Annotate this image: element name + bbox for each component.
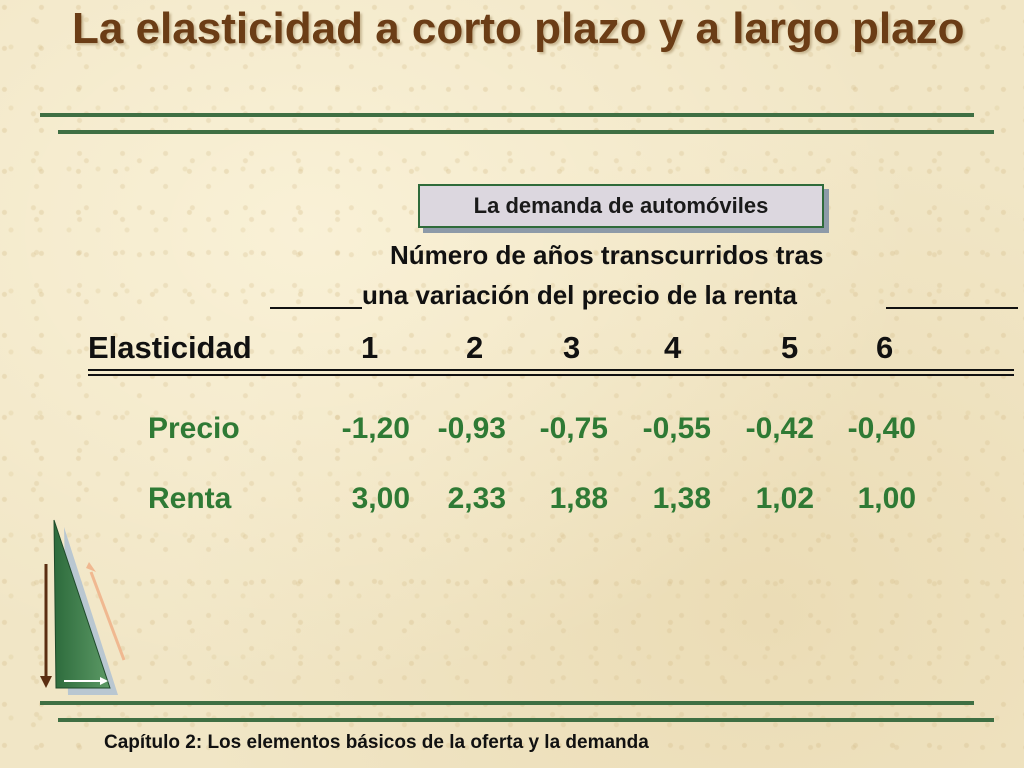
elasticity-header: Elasticidad [88,330,252,365]
table-cell: 2,33 [447,482,506,515]
table-cell: -0,75 [539,412,608,445]
year-header: 5 [781,330,799,365]
table-cell: 1,38 [652,482,711,515]
title-rule-bottom [58,130,994,134]
year-header: 6 [876,330,894,365]
slide-title: La elasticidad a corto plazo y a largo p… [72,4,965,53]
triangle-arrows-icon [40,519,126,695]
table-cell: -0,42 [745,412,814,445]
table-cell: 1,00 [857,482,916,515]
footer-rule-bottom [58,718,994,722]
demand-label-box: La demanda de automóviles [418,184,824,228]
footer-rule-top [40,701,974,705]
year-header: 1 [361,330,379,365]
header-rule [88,369,1014,371]
subheading-underline-right [886,307,1018,309]
subheading-underline-left [270,307,362,309]
chapter-footer: Capítulo 2: Los elementos básicos de la … [104,732,649,753]
subheading-line-1: Número de años transcurridos tras [390,240,824,270]
title-rule-top [40,113,974,117]
table-cell: 1,88 [549,482,608,515]
table-cell: 3,00 [351,482,410,515]
row-label-renta: Renta [148,482,232,515]
table-cell: -1,20 [341,412,410,445]
year-header: 4 [664,330,682,365]
table-cell: -0,55 [642,412,711,445]
table-cell: -0,40 [847,412,916,445]
header-rule [88,374,1014,376]
table-cell: 1,02 [755,482,814,515]
table-cell: -0,93 [437,412,506,445]
year-header: 3 [563,330,581,365]
row-label-precio: Precio [148,412,240,445]
subheading-line-2: una variación del precio de la renta [362,280,797,310]
year-header: 2 [466,330,484,365]
